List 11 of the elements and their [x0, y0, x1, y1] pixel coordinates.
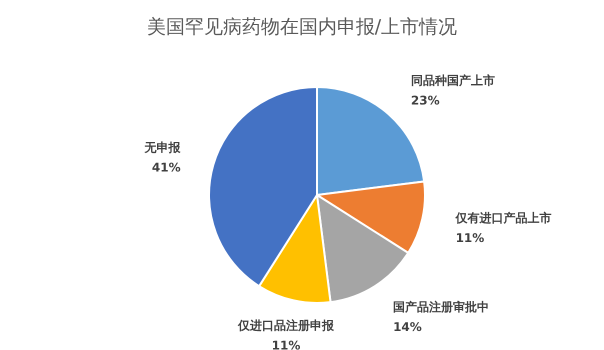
slice-label: 仅进口品注册申报	[237, 318, 336, 333]
slice-label: 国产品注册审批中	[393, 300, 490, 314]
data-label: 14%	[393, 320, 422, 334]
data-label: 23%	[410, 93, 440, 108]
data-label: 11%	[272, 338, 300, 350]
data-label: 41%	[152, 160, 181, 174]
slice-label: 同品种国产上市	[410, 73, 495, 88]
chart-title: 美国罕见病药物在国内申报/上市情况	[146, 15, 458, 40]
data-label: 11%	[456, 230, 484, 245]
slice-label: 仅有进口产品上市	[454, 210, 552, 225]
slice-label: 无申报	[144, 140, 182, 154]
